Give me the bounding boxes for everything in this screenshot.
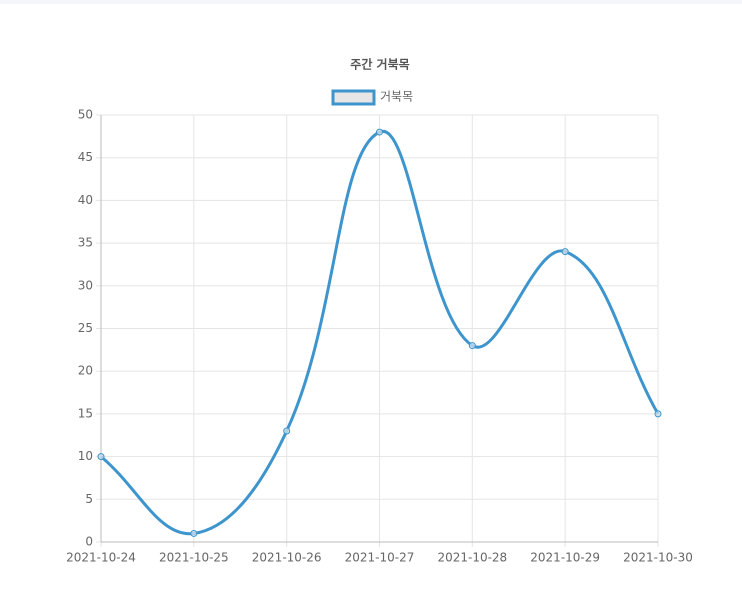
data-point — [561, 248, 569, 256]
data-point — [190, 529, 198, 537]
top-bar — [0, 0, 742, 4]
y-tick-label: 40 — [78, 193, 93, 207]
x-tick-label: 2021-10-29 — [530, 551, 600, 565]
y-tick-label: 10 — [78, 449, 93, 463]
x-tick-label: 2021-10-28 — [437, 551, 507, 565]
y-tick-label: 0 — [85, 535, 93, 549]
x-tick-label: 2021-10-27 — [345, 551, 415, 565]
data-point — [376, 128, 383, 136]
data-point — [654, 410, 662, 418]
y-tick-label: 25 — [78, 321, 93, 335]
y-tick-label: 15 — [78, 406, 93, 420]
y-tick-label: 30 — [78, 278, 93, 292]
y-tick-label: 50 — [78, 108, 93, 122]
y-tick-label: 20 — [78, 364, 93, 378]
y-tick-label: 35 — [78, 236, 93, 250]
x-tick-label: 2021-10-30 — [623, 551, 693, 565]
x-tick-label: 2021-10-26 — [252, 551, 322, 565]
chart-title: 주간 거북목 — [350, 57, 409, 72]
legend-label: 거북목 — [380, 90, 413, 104]
x-tick-label: 2021-10-25 — [159, 551, 229, 565]
y-tick-label: 45 — [78, 150, 93, 164]
data-point — [97, 453, 105, 461]
legend-swatch — [331, 89, 376, 106]
y-tick-label: 5 — [85, 492, 93, 506]
data-point — [468, 342, 476, 350]
data-point — [283, 427, 291, 435]
x-tick-label: 2021-10-24 — [66, 551, 136, 565]
